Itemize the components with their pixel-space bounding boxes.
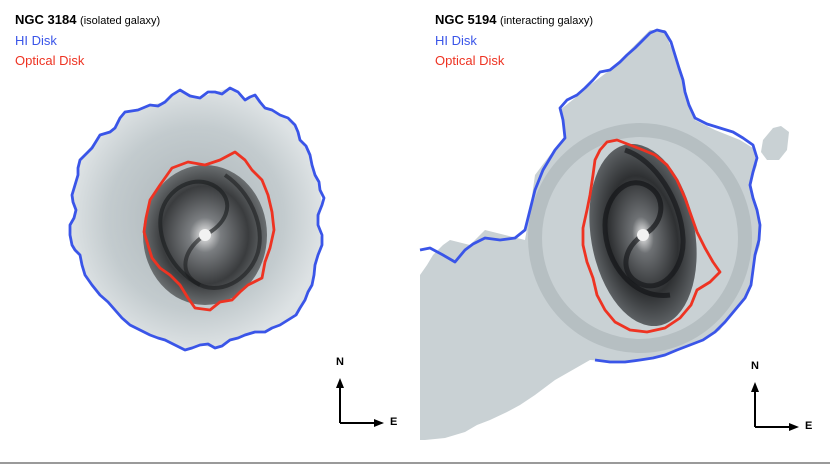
ngc3184-image bbox=[68, 86, 326, 352]
ngc5194-spiral-arm bbox=[602, 180, 671, 298]
ngc5194-nucleus bbox=[637, 229, 649, 241]
ngc5194-image bbox=[419, 28, 789, 440]
ngc5194-optical-contour bbox=[581, 138, 722, 334]
galaxy-name: NGC 5194 bbox=[435, 12, 497, 27]
optical-disk-legend: Optical Disk bbox=[15, 53, 85, 68]
ngc5194-gas-ring bbox=[528, 123, 752, 353]
ngc5194-hi-contour bbox=[419, 28, 762, 364]
ngc5194-title: NGC 5194 (interacting galaxy) bbox=[435, 10, 593, 31]
hi-disk-legend: HI Disk bbox=[435, 33, 477, 48]
galaxy-note: (isolated galaxy) bbox=[80, 15, 161, 27]
ngc5194-spiral-arm bbox=[623, 147, 686, 289]
compass-icon bbox=[336, 378, 384, 427]
bottom-rule bbox=[0, 462, 830, 464]
hi-disk-legend: HI Disk bbox=[15, 33, 57, 48]
ngc5194-label-block: NGC 5194 (interacting galaxy) HI Disk Op… bbox=[435, 10, 593, 71]
ngc3184-nucleus bbox=[199, 229, 211, 241]
panel-ngc3184: NGC 3184 (isolated galaxy) HI Disk Optic… bbox=[15, 10, 398, 428]
ngc5194-hi-cloud bbox=[761, 126, 789, 160]
ngc3184-label-block: NGC 3184 (isolated galaxy) HI Disk Optic… bbox=[15, 10, 160, 71]
ngc3184-title: NGC 3184 (isolated galaxy) bbox=[15, 10, 160, 31]
optical-disk-legend: Optical Disk bbox=[435, 53, 505, 68]
galaxy-name: NGC 3184 bbox=[15, 12, 77, 27]
ngc3184-hi-contour bbox=[68, 86, 326, 352]
compass-north-label: N bbox=[336, 356, 344, 368]
ngc5194-hi-gas bbox=[420, 30, 760, 440]
ngc3184-optical-contour bbox=[142, 150, 276, 312]
compass-icon bbox=[751, 382, 799, 431]
ngc3184-spiral-arm bbox=[158, 179, 230, 287]
compass-north-label: N bbox=[751, 360, 759, 372]
compass-east-label: E bbox=[390, 416, 398, 428]
compass-east-label: E bbox=[805, 420, 813, 432]
ngc3184-spiral-arm bbox=[183, 173, 262, 290]
galaxy-note: (interacting galaxy) bbox=[500, 15, 593, 27]
panel-ngc5194: NGC 5194 (interacting galaxy) HI Disk Op… bbox=[415, 0, 830, 464]
